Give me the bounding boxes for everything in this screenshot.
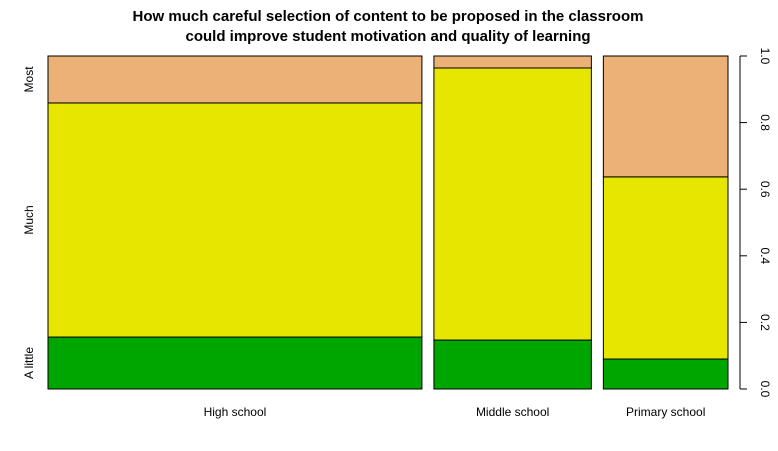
- segment: [47, 336, 423, 390]
- chart-title: How much careful selection of content to…: [133, 8, 644, 25]
- y2-tick-label: 0.2: [758, 314, 772, 331]
- x-tick-label: Primary school: [626, 405, 705, 419]
- segment: [47, 102, 423, 338]
- segment: [602, 358, 729, 390]
- y2-tick-label: 0.6: [758, 181, 772, 198]
- segment: [602, 55, 729, 178]
- x-tick-label: Middle school: [476, 405, 549, 419]
- segment: [433, 67, 592, 341]
- y2-tick-label: 1.0: [758, 48, 772, 65]
- segment: [47, 55, 423, 104]
- y2-tick-label: 0.4: [758, 247, 772, 264]
- segment: [433, 339, 592, 390]
- segment: [602, 176, 729, 360]
- y-category-label: Much: [22, 205, 36, 234]
- y-category-label: Most: [22, 66, 36, 93]
- segment: [433, 55, 592, 69]
- y2-tick-label: 0.8: [758, 114, 772, 131]
- y-category-label: A little: [22, 347, 36, 379]
- y2-tick-label: 0.0: [758, 381, 772, 398]
- chart-title: could improve student motivation and qua…: [185, 28, 590, 45]
- x-tick-label: High school: [204, 405, 267, 419]
